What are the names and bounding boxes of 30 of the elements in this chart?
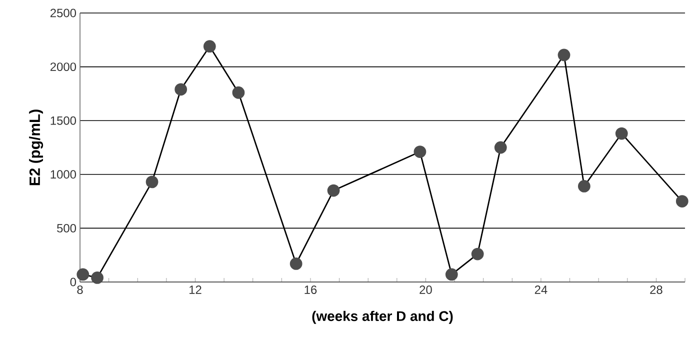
x-tick-label: 16 xyxy=(304,286,317,294)
point xyxy=(232,86,245,99)
y-tick-label: 1000 xyxy=(50,170,76,179)
point xyxy=(203,40,216,53)
point xyxy=(494,141,507,154)
point xyxy=(578,180,590,192)
x-tick-label: 12 xyxy=(190,286,202,294)
y-tick-label: 0 xyxy=(70,278,76,286)
point xyxy=(91,271,104,284)
point xyxy=(290,258,302,270)
point xyxy=(414,146,426,158)
x-tick-label: 24 xyxy=(534,286,548,294)
point xyxy=(146,176,158,188)
x-axis-title: (weeks after D and C) xyxy=(312,310,453,324)
x-tick-label: 20 xyxy=(420,286,432,294)
y-tick-label: 2500 xyxy=(50,8,76,18)
point xyxy=(558,48,570,62)
point xyxy=(174,83,188,96)
x-tick-label: 28 xyxy=(650,286,662,294)
point xyxy=(615,127,628,140)
point xyxy=(445,268,458,281)
point xyxy=(76,268,90,281)
y-tick-label: 2000 xyxy=(50,62,76,72)
y-tick-label: 1500 xyxy=(50,116,76,125)
x-tick-label: 8 xyxy=(77,286,83,294)
y-axis-title: E2 (pg/mL) xyxy=(29,110,44,186)
point xyxy=(327,184,340,197)
point xyxy=(676,195,688,208)
y-tick-label: 500 xyxy=(57,224,76,232)
point xyxy=(471,248,484,260)
